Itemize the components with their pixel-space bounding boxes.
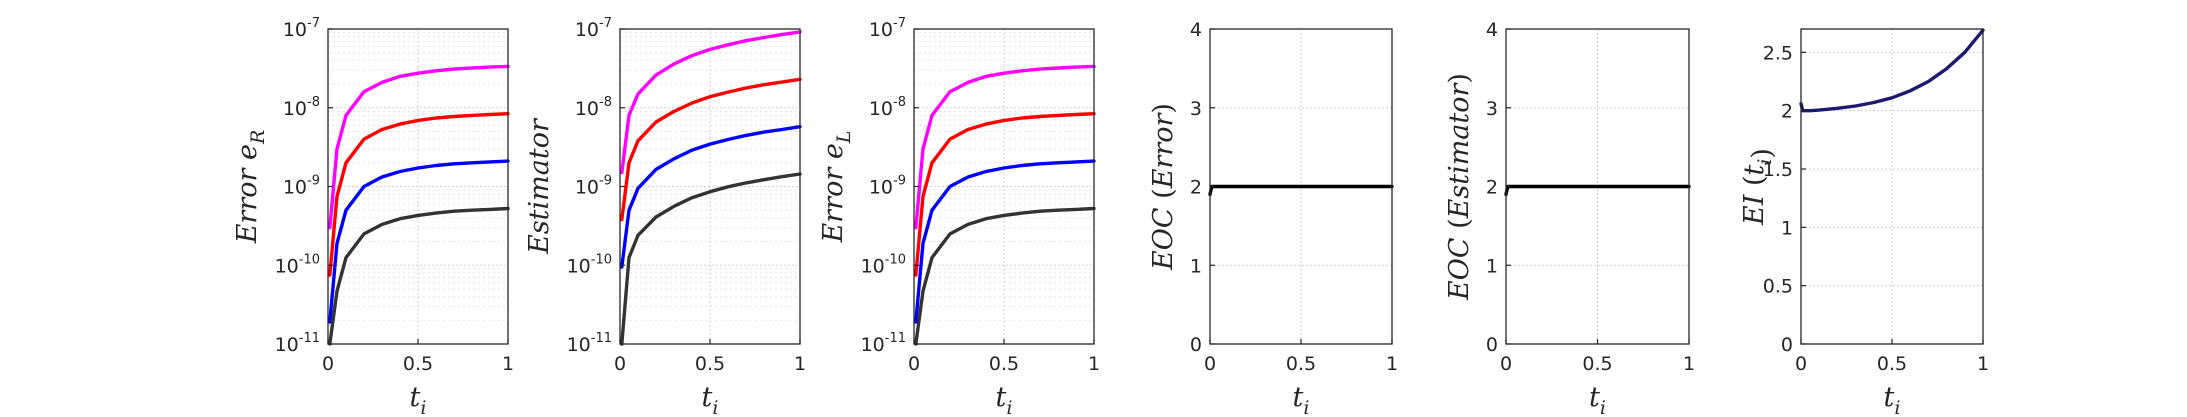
y-tick-label: 0 bbox=[1190, 334, 1202, 356]
series-line-3 bbox=[914, 159, 1096, 324]
y-tick-label: 2 bbox=[1190, 177, 1202, 199]
y-tick-label: 10-8 bbox=[283, 95, 320, 120]
series-line-2 bbox=[620, 77, 802, 222]
y-tick-label: 4 bbox=[1486, 19, 1498, 41]
series-line-1 bbox=[620, 30, 802, 175]
x-tick-label: 0.5 bbox=[403, 353, 433, 375]
y-axis-label: Estimator bbox=[524, 117, 555, 255]
x-axis-label: ti bbox=[1884, 382, 1901, 417]
y-tick-label: 10-10 bbox=[861, 252, 906, 277]
x-tick-label: 0.5 bbox=[1877, 353, 1907, 375]
y-tick-label: 10-11 bbox=[567, 331, 612, 356]
y-tick-label: 1 bbox=[1190, 255, 1202, 277]
series-line-4 bbox=[328, 206, 510, 346]
x-axis-label: ti bbox=[1589, 382, 1606, 417]
y-tick-label: 1.5 bbox=[1763, 159, 1793, 181]
chart-panel-6: 0 0.5 1 0 0.5 1 1.5 2 2.5 ti EI (ti) bbox=[1739, 28, 1989, 417]
y-axis-label: Error eR bbox=[232, 130, 269, 245]
x-tick-label: 0 bbox=[322, 353, 334, 375]
series-line-3 bbox=[620, 124, 802, 269]
x-axis-label: ti bbox=[1293, 382, 1310, 417]
chart-panel-1: 0 0.5 1 10-11 10-10 10-9 10-8 10-7 ti Error eR bbox=[232, 16, 514, 417]
series-line-3 bbox=[328, 159, 510, 324]
x-axis-label: ti bbox=[702, 382, 719, 417]
x-tick-label: 1 bbox=[1977, 353, 1989, 375]
y-tick-label: 3 bbox=[1190, 98, 1202, 120]
y-tick-label: 10-11 bbox=[275, 331, 320, 356]
y-tick-label: 10-10 bbox=[567, 252, 612, 277]
x-tick-label: 1 bbox=[1088, 353, 1100, 375]
grid bbox=[1800, 29, 1984, 345]
y-tick-label: 2.5 bbox=[1763, 42, 1793, 64]
y-tick-label: 10-9 bbox=[575, 174, 612, 199]
y-tick-label: 10-9 bbox=[869, 174, 906, 199]
y-tick-label: 3 bbox=[1486, 98, 1498, 120]
y-axis-label: Error eL bbox=[818, 131, 855, 244]
x-tick-label: 1 bbox=[794, 353, 806, 375]
y-tick-label: 0 bbox=[1781, 334, 1793, 356]
x-tick-label: 0.5 bbox=[1286, 353, 1316, 375]
y-tick-label: 10-7 bbox=[869, 16, 906, 41]
series-line-2 bbox=[328, 111, 510, 277]
series-line-1 bbox=[328, 64, 510, 230]
y-tick-label: 0 bbox=[1486, 334, 1498, 356]
y-axis-label: EOC (Error) bbox=[1148, 103, 1179, 271]
x-tick-label: 0.5 bbox=[695, 353, 725, 375]
chart-panel-4: 0 0.5 1 0 1 2 3 4 ti EOC (Error) bbox=[1148, 19, 1398, 417]
series-line-1 bbox=[914, 64, 1096, 230]
y-tick-label: 1 bbox=[1486, 255, 1498, 277]
y-tick-label: 1 bbox=[1781, 217, 1793, 239]
y-tick-label: 10-9 bbox=[283, 174, 320, 199]
y-tick-label: 10-10 bbox=[275, 252, 320, 277]
y-tick-label: 10-7 bbox=[283, 16, 320, 41]
chart-panel-5: 0 0.5 1 0 1 2 3 4 ti EOC (Estimator) bbox=[1444, 19, 1695, 417]
y-tick-label: 10-8 bbox=[575, 95, 612, 120]
x-tick-label: 0 bbox=[908, 353, 920, 375]
x-tick-label: 1 bbox=[1386, 353, 1398, 375]
grid bbox=[327, 28, 509, 345]
y-axis-label: EOC (Estimator) bbox=[1444, 73, 1475, 301]
y-tick-label: 2 bbox=[1781, 101, 1793, 123]
series-line-4 bbox=[914, 206, 1096, 346]
x-tick-label: 0 bbox=[1500, 353, 1512, 375]
chart-panel-2: 0 0.5 1 10-11 10-10 10-9 10-8 10-7 ti Estimator bbox=[524, 16, 806, 417]
series-line-2 bbox=[914, 111, 1096, 277]
y-tick-label: 10-7 bbox=[575, 16, 612, 41]
x-axis-label: ti bbox=[996, 382, 1013, 417]
x-tick-label: 1 bbox=[502, 353, 514, 375]
y-axis-label: EI (ti) bbox=[1739, 148, 1778, 226]
grid bbox=[913, 28, 1095, 345]
y-tick-label: 0.5 bbox=[1763, 276, 1793, 298]
grid bbox=[619, 28, 801, 345]
x-tick-label: 1 bbox=[1683, 353, 1695, 375]
series-line-1 bbox=[1799, 28, 1985, 113]
x-tick-label: 0 bbox=[614, 353, 626, 375]
x-tick-label: 0.5 bbox=[1582, 353, 1612, 375]
y-tick-label: 4 bbox=[1190, 19, 1202, 41]
y-tick-label: 10-11 bbox=[861, 331, 906, 356]
x-tick-label: 0 bbox=[1204, 353, 1216, 375]
y-tick-label: 2 bbox=[1486, 177, 1498, 199]
x-axis-label: ti bbox=[410, 382, 427, 417]
x-tick-label: 0 bbox=[1795, 353, 1807, 375]
y-tick-label: 10-8 bbox=[869, 95, 906, 120]
chart-panel-3: 0 0.5 1 10-11 10-10 10-9 10-8 10-7 ti Error eL bbox=[818, 16, 1100, 417]
x-tick-label: 0.5 bbox=[989, 353, 1019, 375]
series-line-4 bbox=[620, 172, 802, 346]
